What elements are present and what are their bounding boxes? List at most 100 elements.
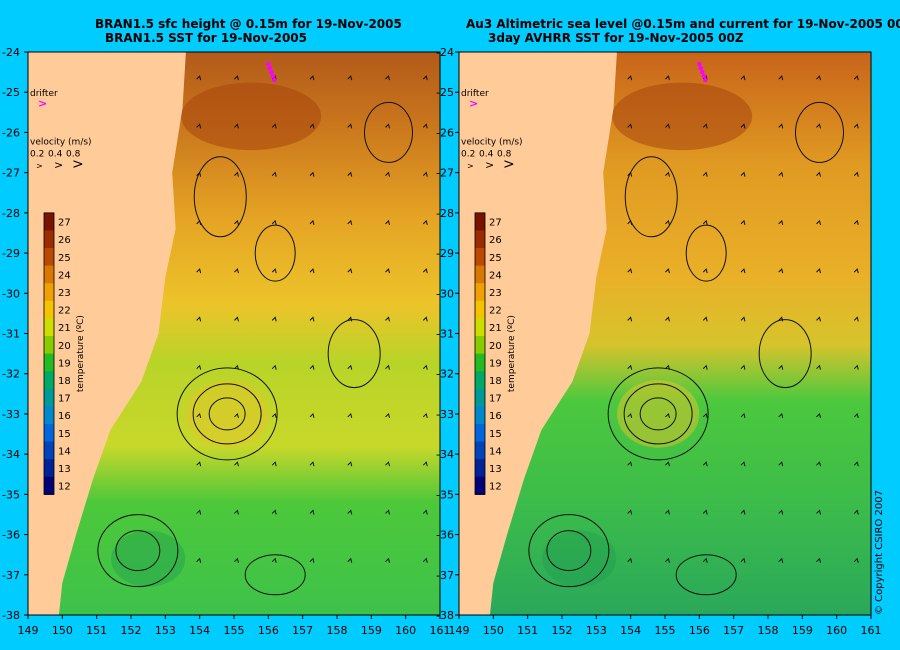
colorbar-tick-label: 14	[489, 446, 502, 457]
colorbar-segment	[44, 283, 54, 302]
current-arrow	[309, 557, 315, 563]
lat-tick-label: -26	[436, 126, 454, 139]
colorbar-tick-label: 25	[58, 253, 71, 264]
lon-tick-label: 161	[861, 624, 882, 637]
lon-tick-label: 156	[689, 624, 710, 637]
colorbar-frame	[474, 212, 486, 495]
current-arrow	[816, 75, 821, 81]
colorbar-tick-label: 12	[489, 482, 502, 493]
current-arrow	[702, 364, 708, 370]
current-arrow	[234, 412, 239, 419]
colorbar-tick-label: 20	[489, 341, 502, 352]
land-mass	[459, 52, 617, 615]
current-arrow	[816, 364, 821, 370]
colorbar-tick-label: 22	[489, 306, 502, 317]
colorbar-tick-label: 19	[489, 358, 502, 369]
colorbar-segment	[44, 406, 54, 425]
colorbar-segment	[44, 300, 54, 319]
current-arrow	[385, 557, 390, 563]
current-arrow	[347, 557, 353, 563]
colorbar-segment	[44, 230, 54, 249]
current-arrow	[347, 509, 353, 515]
sea-level-contour	[97, 514, 179, 588]
current-arrow	[853, 557, 859, 563]
lon-tick-label: 158	[758, 624, 779, 637]
colorbar-segment	[475, 318, 485, 337]
colorbar-tick-label: 16	[58, 411, 71, 422]
current-arrow	[740, 268, 746, 274]
velocity-scale-arrow: >	[72, 156, 84, 172]
current-arrow	[853, 75, 859, 81]
lon-tick-label: 149	[18, 624, 39, 637]
current-arrow	[702, 171, 708, 177]
lat-tick-label: -25	[436, 86, 454, 99]
sea-level-contour	[244, 554, 306, 596]
drifter-track-point	[266, 61, 271, 67]
current-arrow	[740, 171, 746, 177]
current-arrow	[385, 412, 390, 419]
current-arrow	[385, 461, 390, 467]
colorbar-tick-label: 15	[58, 429, 71, 440]
current-arrow	[702, 461, 708, 467]
current-arrow	[740, 412, 746, 419]
current-arrow	[347, 316, 353, 322]
lon-tick-label: 157	[292, 624, 313, 637]
lat-tick-label: -36	[2, 529, 20, 542]
lat-tick-label: -32	[436, 368, 454, 381]
colorbar-tick-label: 16	[489, 411, 502, 422]
lat-tick-label: -38	[2, 609, 20, 622]
current-arrow	[234, 171, 239, 177]
current-arrow	[385, 123, 390, 129]
current-arrow	[196, 509, 202, 515]
cold-water-patch	[111, 530, 186, 587]
lon-tick-label: 152	[552, 624, 573, 637]
current-arrow	[196, 171, 202, 177]
current-arrow	[234, 557, 239, 563]
eddy-core	[616, 380, 700, 448]
current-arrow	[309, 461, 315, 467]
current-arrow	[778, 557, 784, 563]
current-arrow	[385, 75, 390, 81]
sea-level-contour	[115, 530, 161, 572]
current-arrow	[853, 412, 859, 419]
current-arrow	[702, 316, 708, 322]
land-mass	[28, 52, 186, 615]
colorbar-tick-label: 17	[489, 394, 502, 405]
velocity-scale-value: 0.8	[497, 149, 512, 159]
sea-level-contour	[675, 554, 737, 596]
colorbar-tick-label: 22	[58, 306, 71, 317]
current-arrow	[271, 219, 277, 226]
lon-tick-label: 154	[189, 624, 210, 637]
lat-tick-label: -26	[2, 126, 20, 139]
lon-tick-label: 159	[792, 624, 813, 637]
colorbar-segment	[475, 371, 485, 390]
current-arrow	[740, 123, 746, 129]
current-arrow	[196, 219, 202, 226]
velocity-legend-label: velocity (m/s)	[461, 137, 523, 147]
sea-level-contour	[176, 367, 278, 461]
velocity-scale-arrow: >	[503, 156, 515, 172]
lon-tick-label: 151	[86, 624, 107, 637]
lat-tick-label: -25	[2, 86, 20, 99]
lat-tick-label: -33	[436, 408, 454, 421]
current-arrow	[665, 364, 670, 370]
current-arrow	[778, 171, 784, 177]
current-arrow	[234, 364, 239, 370]
current-arrow	[665, 219, 670, 226]
lat-tick-label: -29	[2, 247, 20, 260]
current-arrow	[234, 509, 239, 515]
current-arrow	[271, 412, 277, 419]
lon-tick-label: 149	[449, 624, 470, 637]
current-arrow	[271, 461, 277, 467]
current-arrow	[309, 268, 315, 274]
lon-tick-label: 160	[826, 624, 847, 637]
lon-tick-label: 156	[258, 624, 279, 637]
current-arrow	[665, 316, 670, 322]
current-arrow	[778, 461, 784, 467]
lat-tick-label: -32	[2, 368, 20, 381]
current-arrow	[422, 171, 428, 177]
current-arrow	[816, 171, 821, 177]
lat-tick-label: -36	[436, 529, 454, 542]
velocity-scale-arrow: >	[485, 158, 494, 171]
